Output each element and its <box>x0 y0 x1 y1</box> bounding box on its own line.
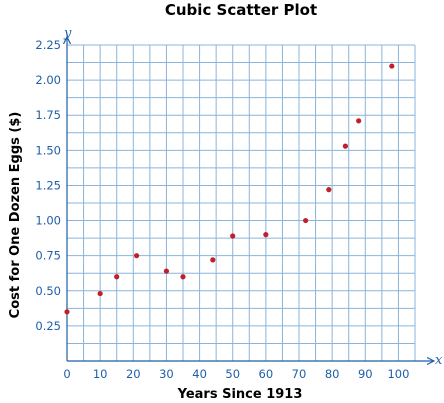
x-tick-label: 50 <box>225 367 240 381</box>
data-point <box>356 118 362 124</box>
data-point <box>134 253 140 259</box>
data-point <box>114 274 120 280</box>
y-tick-label: 1.00 <box>35 214 61 228</box>
grid <box>67 44 416 361</box>
data-point <box>263 232 269 238</box>
data-point <box>163 268 170 274</box>
data-point <box>303 217 309 224</box>
x-tick-label: 90 <box>358 367 373 381</box>
y-axis-title: Cost for One Dozen Eggs ($) <box>8 112 23 319</box>
x-tick-label: 0 <box>63 367 70 381</box>
y-tick-label: 1.25 <box>35 178 61 192</box>
y-tick-label: 0.75 <box>35 249 61 263</box>
chart-title: Cubic Scatter Plot <box>165 1 317 19</box>
data-point <box>230 233 236 239</box>
x-tick-label: 80 <box>325 367 340 381</box>
data-point <box>389 63 395 69</box>
x-tick-label: 40 <box>192 367 207 381</box>
tick-labels: 0 10 20 30 40 50 60 70 80 90 100 0.25 0.50 0.75 1.00 1.… <box>35 38 409 381</box>
axes <box>67 38 433 361</box>
y-tick-label: 2.00 <box>35 73 61 87</box>
data-point <box>97 290 103 297</box>
y-tick-label: 2.25 <box>35 38 61 52</box>
data-point <box>180 274 186 280</box>
data-point <box>210 257 216 263</box>
x-axis-title: Years Since 1913 <box>177 387 303 402</box>
x-axis-letter: x <box>435 353 443 368</box>
x-tick-label: 30 <box>159 367 174 381</box>
data-points <box>64 63 395 315</box>
data-point <box>64 309 70 315</box>
x-tick-label: 70 <box>292 367 307 381</box>
x-tick-label: 10 <box>93 367 108 381</box>
y-tick-label: 1.50 <box>35 143 61 157</box>
y-tick-label: 0.25 <box>35 319 61 333</box>
x-tick-label: 100 <box>387 367 409 381</box>
x-tick-label: 60 <box>259 367 274 381</box>
data-point <box>326 187 332 193</box>
x-tick-label: 20 <box>126 367 141 381</box>
y-tick-label: 1.75 <box>35 108 61 122</box>
data-point <box>342 143 348 149</box>
y-axis-letter: y <box>63 26 72 41</box>
y-tick-label: 0.50 <box>35 284 61 298</box>
